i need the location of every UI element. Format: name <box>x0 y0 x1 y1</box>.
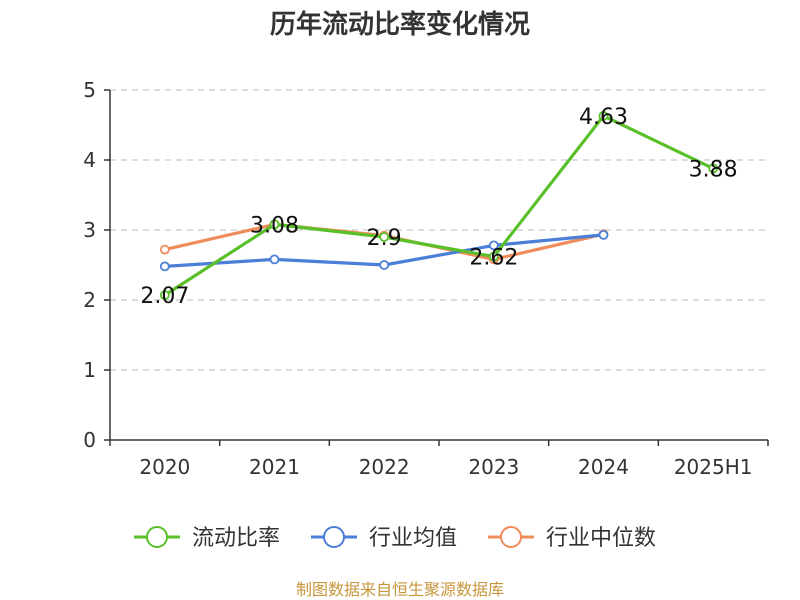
series-line <box>163 114 714 297</box>
y-tick-label: 3 <box>83 218 96 242</box>
y-tick-label: 4 <box>83 148 96 172</box>
legend-label: 流动比率 <box>192 526 280 551</box>
y-tick-label: 5 <box>83 78 96 102</box>
y-tick-label: 2 <box>83 288 96 312</box>
data-point <box>159 290 170 301</box>
data-point <box>269 254 280 265</box>
data-point <box>488 240 499 251</box>
data-label: 2.07 <box>140 284 189 309</box>
legend: 流动比率 行业均值 行业中位数 <box>134 526 656 551</box>
source-note: 制图数据来自恒生聚源数据库 <box>296 580 504 599</box>
legend-marker <box>323 526 345 548</box>
data-point <box>379 232 390 242</box>
y-tick-label: 1 <box>83 358 96 382</box>
data-label: 3.08 <box>250 213 299 238</box>
x-tick-label: 2024 <box>578 455 629 479</box>
x-tick-label: 2021 <box>249 455 300 479</box>
legend-marker <box>146 526 168 548</box>
data-point <box>159 261 170 272</box>
gridlines <box>110 89 768 371</box>
x-tick-label: 2022 <box>359 455 410 479</box>
data-point <box>598 229 609 240</box>
series-lines <box>159 111 719 301</box>
data-labels: 2.07 3.08 2.9 2.62 4.63 3.88 <box>140 105 737 309</box>
chart-title: 历年流动比率变化情况 <box>270 9 530 40</box>
data-point <box>159 244 170 255</box>
data-point <box>379 260 390 270</box>
x-tick-label: 2023 <box>468 455 519 479</box>
axes: 0 1 2 3 4 5 2020 2021 2022 2023 2024 2025H1 <box>83 78 769 479</box>
data-point <box>598 111 609 121</box>
data-point <box>488 251 499 262</box>
data-label: 4.63 <box>579 105 628 130</box>
legend-marker <box>500 526 522 548</box>
data-label: 2.9 <box>367 226 402 251</box>
y-tick-label: 0 <box>83 428 96 452</box>
legend-label: 行业均值 <box>369 526 457 551</box>
data-label: 2.62 <box>469 246 518 271</box>
x-tick-label: 2025H1 <box>674 455 753 479</box>
data-label: 3.88 <box>689 157 738 182</box>
legend-label: 行业中位数 <box>546 526 656 551</box>
data-point <box>269 219 280 230</box>
x-tick-label: 2020 <box>139 455 190 479</box>
data-point <box>708 163 719 174</box>
